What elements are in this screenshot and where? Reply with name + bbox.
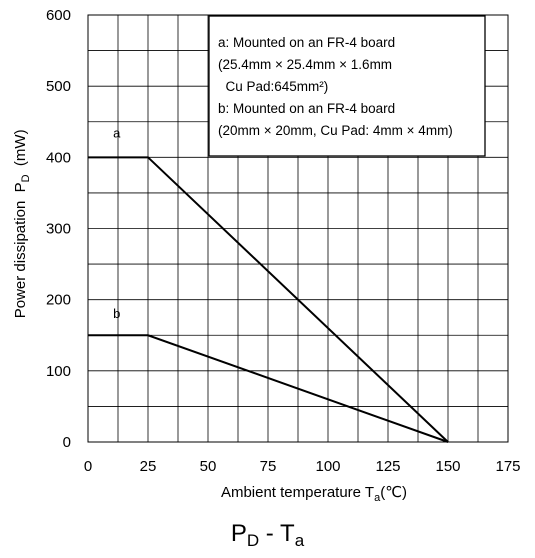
y-axis-label-unit: (mW) bbox=[12, 129, 29, 174]
x-tick-label: 50 bbox=[200, 458, 217, 475]
x-axis-label-unit: (℃) bbox=[380, 484, 407, 501]
x-tick-label: 100 bbox=[315, 458, 340, 475]
x-tick-label: 75 bbox=[260, 458, 277, 475]
series-lines bbox=[88, 156, 449, 443]
y-tick-label: 300 bbox=[46, 221, 71, 238]
series-label-a: a bbox=[113, 125, 121, 140]
x-tick-label: 125 bbox=[375, 458, 400, 475]
annotation-box: a: Mounted on an FR-4 board (25.4mm × 25… bbox=[208, 15, 486, 157]
caption-sep: - bbox=[259, 520, 281, 547]
x-tick-labels: 0 25 50 75 100 125 150 175 bbox=[84, 458, 521, 475]
series-labels: ab bbox=[113, 125, 121, 321]
caption-p: P bbox=[230, 520, 247, 547]
x-axis-label: Ambient temperature Ta(℃) bbox=[221, 484, 407, 504]
y-tick-label: 100 bbox=[46, 363, 71, 380]
annotation-line-2: (25.4mm × 25.4mm × 1.6mm bbox=[218, 57, 392, 72]
annotation-frame bbox=[208, 15, 486, 157]
y-axis-label-sub: D bbox=[20, 174, 32, 182]
annotation-line-1: a: Mounted on an FR-4 board bbox=[218, 35, 395, 50]
series-line-b bbox=[88, 334, 449, 443]
annotation-line-4: b: Mounted on an FR-4 board bbox=[218, 101, 395, 116]
chart-caption: PD - Ta bbox=[0, 520, 535, 551]
plot-frame bbox=[87, 14, 509, 443]
y-axis-label-main: Power dissipation P bbox=[12, 182, 29, 318]
annotation-line-3: Cu Pad:645mm²) bbox=[218, 79, 328, 94]
x-tick-label: 25 bbox=[140, 458, 157, 475]
x-axis-label-sub: a bbox=[374, 492, 381, 504]
x-axis-label-main: Ambient temperature T bbox=[221, 484, 374, 501]
y-tick-label: 200 bbox=[46, 292, 71, 309]
y-tick-labels: 0 100 200 300 400 500 600 bbox=[46, 7, 71, 451]
series-label-b: b bbox=[113, 306, 120, 321]
x-tick-label: 175 bbox=[495, 458, 520, 475]
y-tick-label: 0 bbox=[63, 434, 71, 451]
caption-t-sub: a bbox=[294, 531, 305, 550]
y-tick-label: 400 bbox=[46, 149, 71, 166]
x-tick-label: 150 bbox=[435, 458, 460, 475]
series-line-a bbox=[88, 156, 449, 443]
annotation-line-5: (20mm × 20mm, Cu Pad: 4mm × 4mm) bbox=[218, 123, 453, 138]
x-tick-label: 0 bbox=[84, 458, 92, 475]
y-axis-label: Power dissipation PD (mW) bbox=[12, 117, 32, 339]
y-tick-label: 500 bbox=[46, 78, 71, 95]
caption-p-sub: D bbox=[246, 531, 260, 550]
y-tick-label: 600 bbox=[46, 7, 71, 24]
caption-t: T bbox=[280, 520, 295, 547]
